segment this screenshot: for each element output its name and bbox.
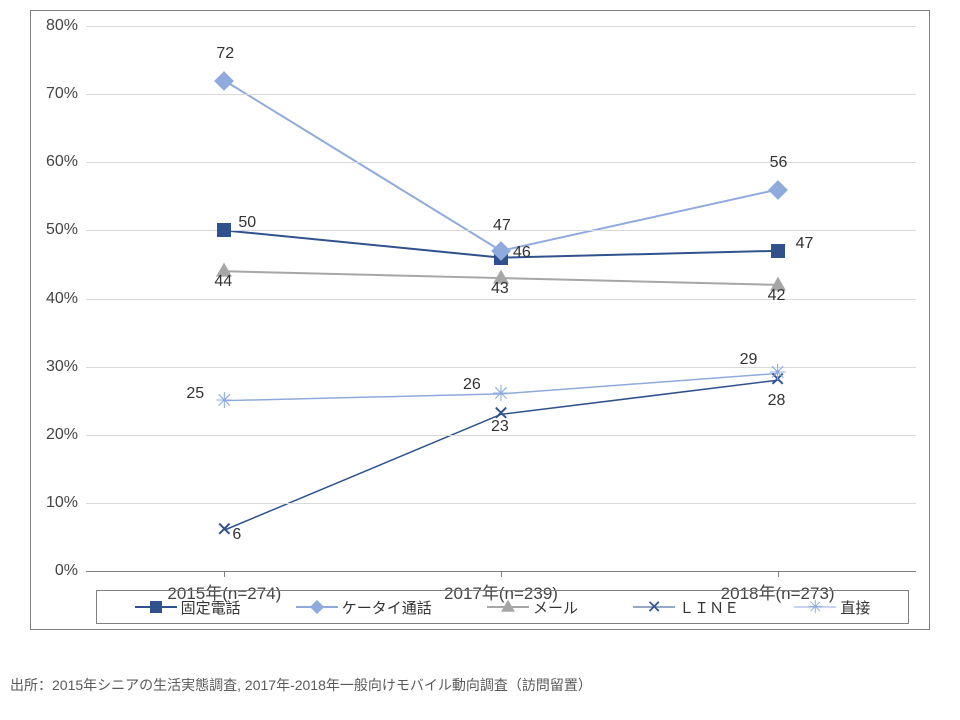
x-tick-mark xyxy=(778,571,779,577)
y-tick-label: 70% xyxy=(36,85,78,103)
source-citation: 出所：2015年シニアの生活実態調査, 2017年-2018年一般向けモバイル動… xyxy=(10,675,592,695)
legend-swatch: ✳ xyxy=(794,598,836,616)
marker-direct: ✳ xyxy=(492,383,510,405)
legend-label: ケータイ通話 xyxy=(342,597,432,618)
gridline xyxy=(86,299,916,300)
gridline xyxy=(86,94,916,95)
marker-mobile_call xyxy=(217,74,231,88)
legend-swatch: ✕ xyxy=(633,598,675,616)
data-label-mail: 44 xyxy=(214,273,232,291)
legend: 固定電話 ケータイ通話 メール ✕ＬＩＮＥ ✳直接 xyxy=(96,590,909,624)
y-tick-label: 10% xyxy=(36,494,78,512)
legend-swatch xyxy=(487,598,529,616)
marker-fixed_phone xyxy=(217,223,231,237)
marker-direct: ✳ xyxy=(768,362,786,384)
y-tick-label: 0% xyxy=(36,562,78,580)
gridline xyxy=(86,367,916,368)
legend-swatch xyxy=(135,598,177,616)
plot-region: 0%10%20%30%40%50%60%70%80%2015年(n=274)20… xyxy=(86,26,916,571)
legend-label: 直接 xyxy=(840,597,870,618)
data-label-line_app: 28 xyxy=(768,392,786,410)
x-tick-mark xyxy=(224,571,225,577)
data-label-line_app: 23 xyxy=(491,418,509,436)
data-label-mail: 42 xyxy=(768,287,786,305)
data-label-direct: 25 xyxy=(186,385,204,403)
data-label-mobile_call: 47 xyxy=(493,217,511,235)
data-label-fixed_phone: 50 xyxy=(238,214,256,232)
marker-fixed_phone xyxy=(771,244,785,258)
x-tick-mark xyxy=(501,571,502,577)
chart-container: 0%10%20%30%40%50%60%70%80%2015年(n=274)20… xyxy=(0,0,960,720)
legend-item-mobile_call: ケータイ通話 xyxy=(296,597,432,618)
y-tick-label: 30% xyxy=(36,358,78,376)
gridline xyxy=(86,162,916,163)
y-tick-label: 60% xyxy=(36,153,78,171)
legend-swatch xyxy=(296,598,338,616)
data-label-direct: 29 xyxy=(740,351,758,369)
chart-panel: 0%10%20%30%40%50%60%70%80%2015年(n=274)20… xyxy=(30,10,930,630)
gridline xyxy=(86,26,916,27)
marker-mobile_call xyxy=(494,244,508,258)
marker-direct: ✳ xyxy=(215,390,233,412)
legend-label: ＬＩＮＥ xyxy=(679,597,739,618)
legend-label: 固定電話 xyxy=(181,597,241,618)
y-tick-label: 80% xyxy=(36,17,78,35)
legend-item-mail: メール xyxy=(487,597,578,618)
marker-mobile_call xyxy=(771,183,785,197)
data-label-direct: 26 xyxy=(463,376,481,394)
gridline xyxy=(86,503,916,504)
data-label-mobile_call: 56 xyxy=(770,154,788,172)
legend-item-direct: ✳直接 xyxy=(794,597,870,618)
data-label-fixed_phone: 47 xyxy=(796,235,814,253)
legend-item-line_app: ✕ＬＩＮＥ xyxy=(633,597,739,618)
legend-label: メール xyxy=(533,597,578,618)
data-label-mail: 43 xyxy=(491,280,509,298)
data-label-fixed_phone: 46 xyxy=(513,244,531,262)
data-label-line_app: 6 xyxy=(232,526,241,544)
data-label-mobile_call: 72 xyxy=(216,45,234,63)
marker-line_app: ✕ xyxy=(216,520,233,540)
legend-item-fixed_phone: 固定電話 xyxy=(135,597,241,618)
y-tick-label: 20% xyxy=(36,426,78,444)
y-tick-label: 50% xyxy=(36,221,78,239)
y-tick-label: 40% xyxy=(36,290,78,308)
